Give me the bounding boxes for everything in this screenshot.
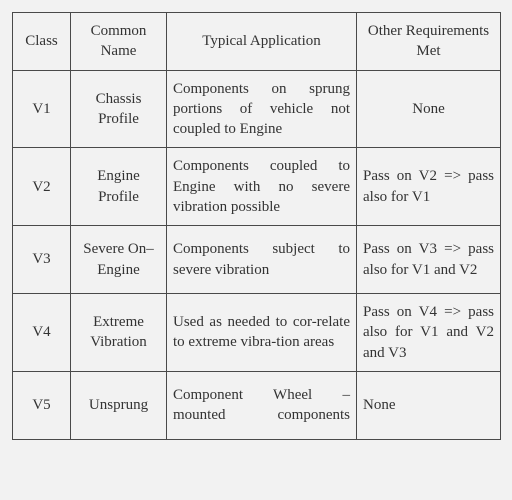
table-row: V3 Severe On–Engine Components subject t… bbox=[13, 226, 501, 294]
cell-requirements: None bbox=[357, 70, 501, 148]
cell-class: V3 bbox=[13, 226, 71, 294]
table-row: V1 Chassis Profile Components on sprung … bbox=[13, 70, 501, 148]
cell-name: Extreme Vibration bbox=[71, 294, 167, 372]
table-header-row: Class Common Name Typical Application Ot… bbox=[13, 13, 501, 71]
cell-class: V5 bbox=[13, 371, 71, 439]
cell-application: Component Wheel – mounted components bbox=[167, 371, 357, 439]
cell-name: Engine Profile bbox=[71, 148, 167, 226]
cell-class: V1 bbox=[13, 70, 71, 148]
cell-name: Unsprung bbox=[71, 371, 167, 439]
vibration-class-table: Class Common Name Typical Application Ot… bbox=[12, 12, 501, 440]
cell-class: V2 bbox=[13, 148, 71, 226]
cell-class: V4 bbox=[13, 294, 71, 372]
cell-application: Used as needed to cor-relate to extreme … bbox=[167, 294, 357, 372]
cell-application: Components subject to severe vibration bbox=[167, 226, 357, 294]
col-header-requirements: Other Requirements Met bbox=[357, 13, 501, 71]
cell-application: Components on sprung portions of vehicle… bbox=[167, 70, 357, 148]
cell-name: Severe On–Engine bbox=[71, 226, 167, 294]
table-row: V5 Unsprung Component Wheel – mounted co… bbox=[13, 371, 501, 439]
table-row: V4 Extreme Vibration Used as needed to c… bbox=[13, 294, 501, 372]
col-header-name: Common Name bbox=[71, 13, 167, 71]
table-row: V2 Engine Profile Components coupled to … bbox=[13, 148, 501, 226]
cell-application: Components coupled to Engine with no sev… bbox=[167, 148, 357, 226]
col-header-application: Typical Application bbox=[167, 13, 357, 71]
cell-requirements: Pass on V3 => pass also for V1 and V2 bbox=[357, 226, 501, 294]
cell-name: Chassis Profile bbox=[71, 70, 167, 148]
cell-requirements: Pass on V2 => pass also for V1 bbox=[357, 148, 501, 226]
col-header-class: Class bbox=[13, 13, 71, 71]
cell-requirements: Pass on V4 => pass also for V1 and V2 an… bbox=[357, 294, 501, 372]
cell-requirements: None bbox=[357, 371, 501, 439]
